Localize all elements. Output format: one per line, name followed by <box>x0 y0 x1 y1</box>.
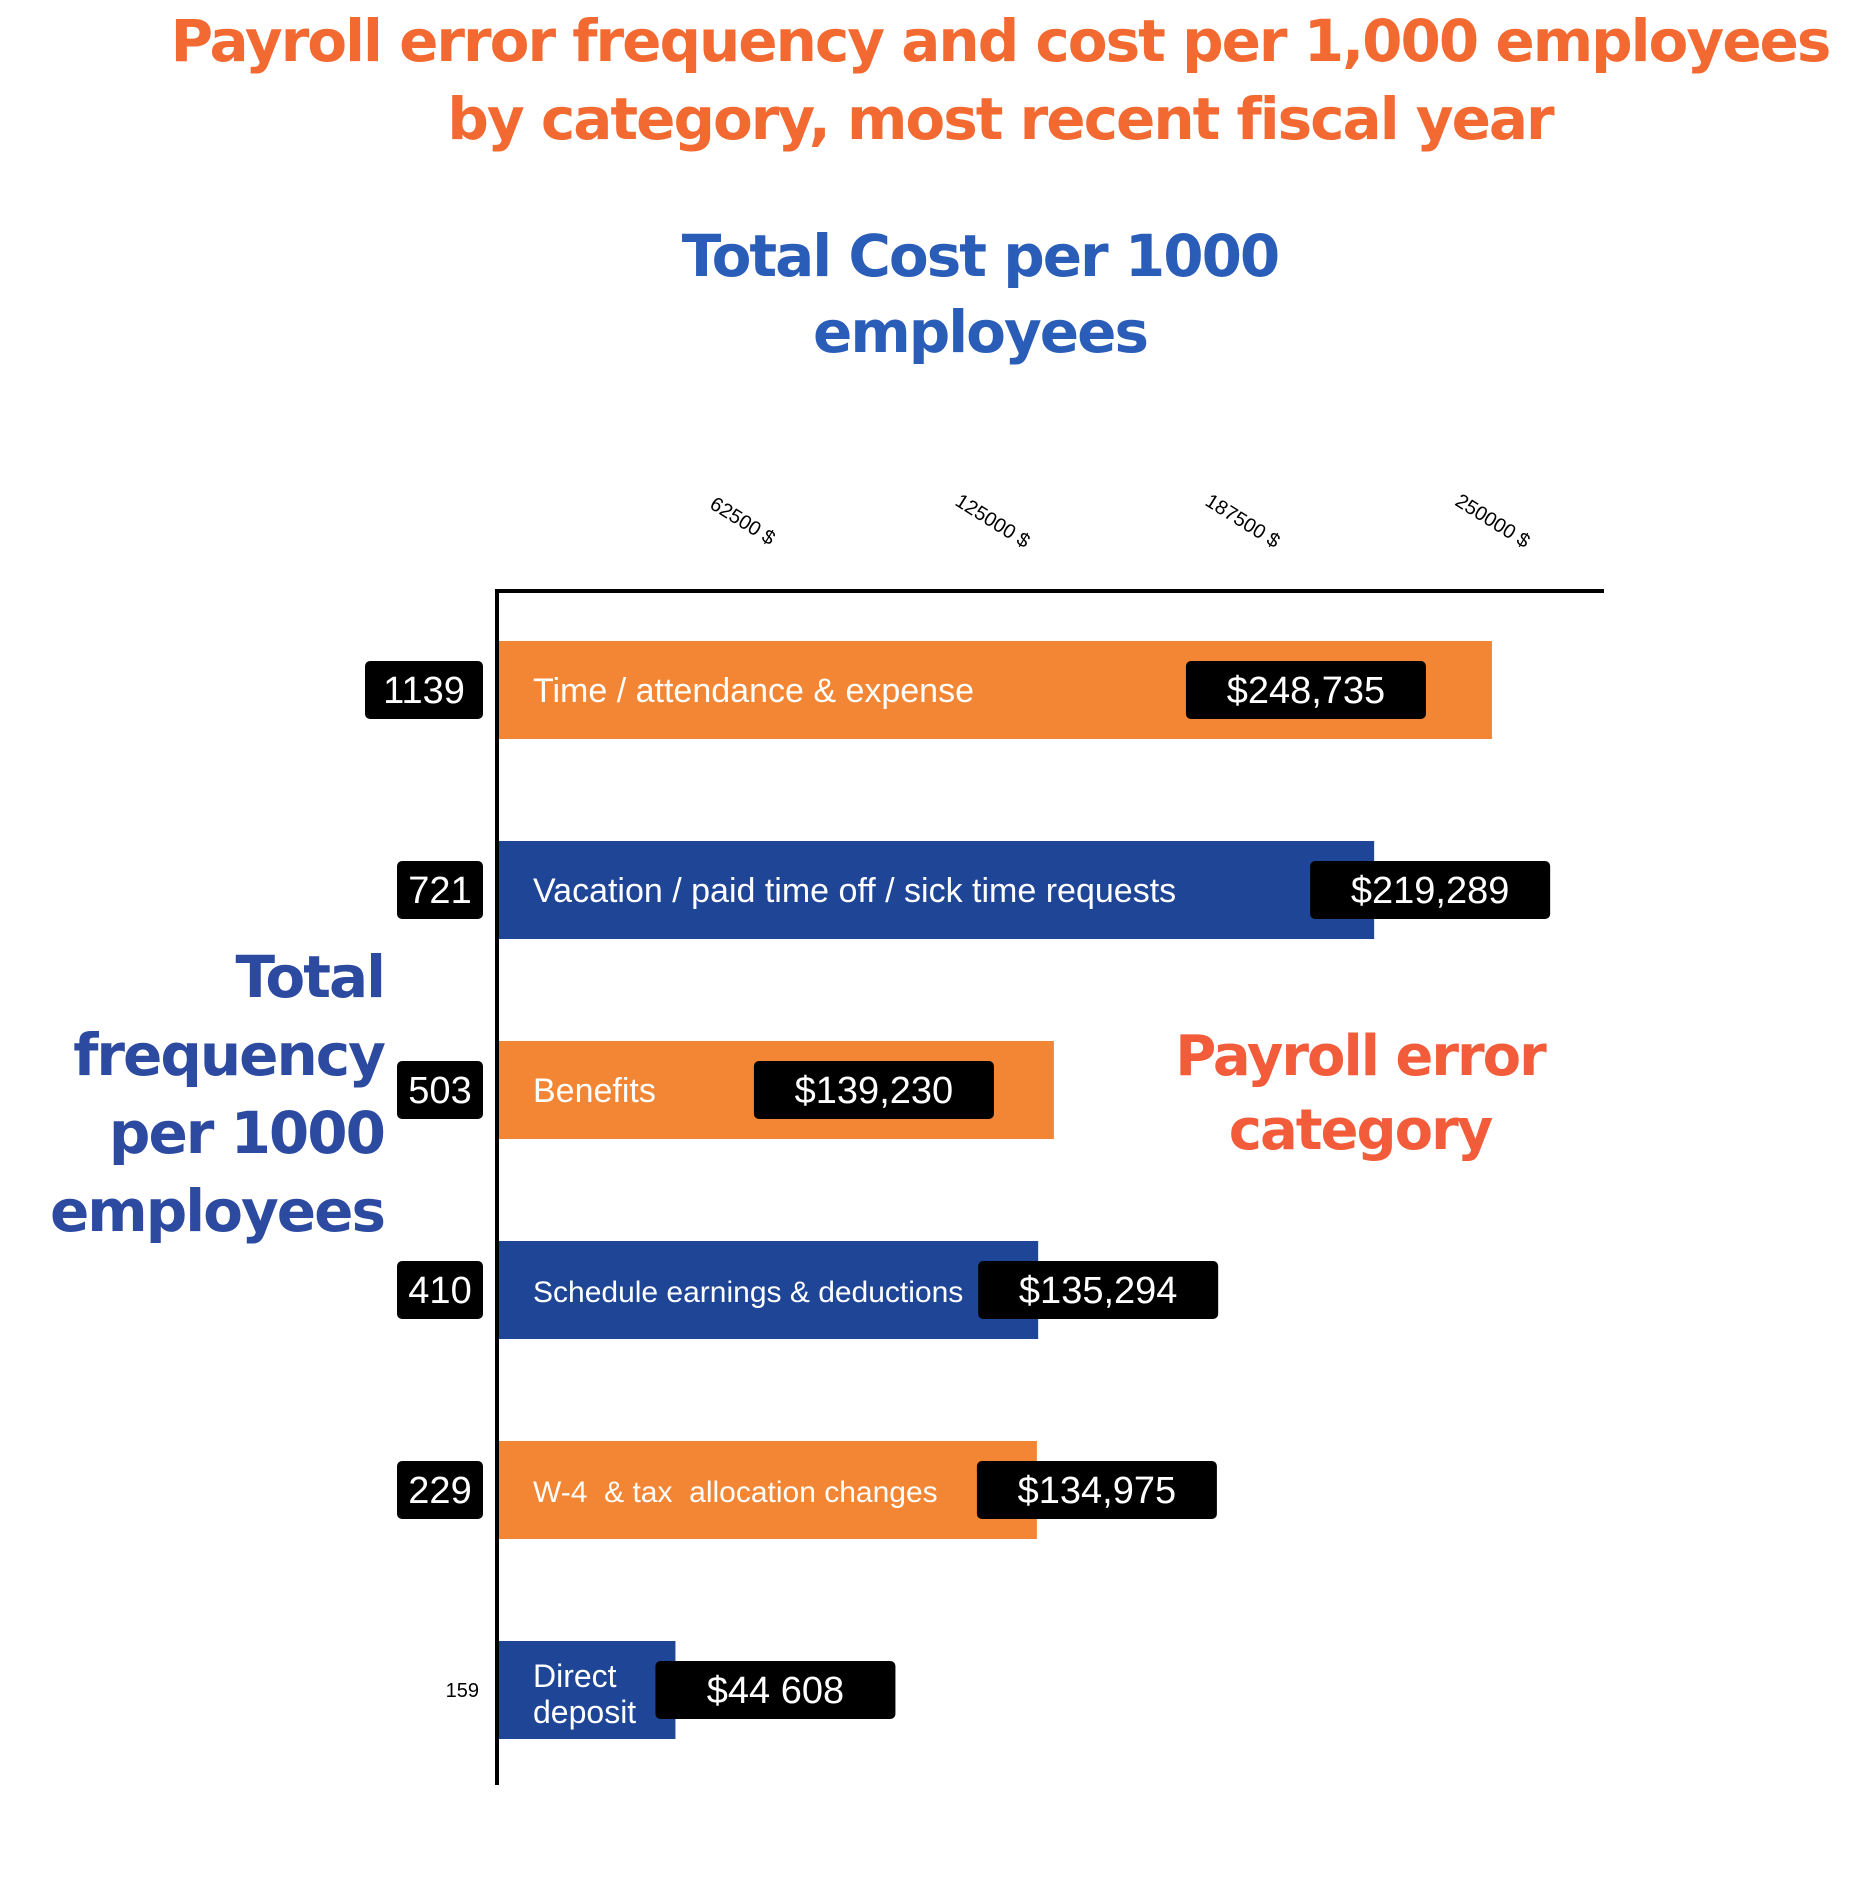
bar <box>499 841 1375 939</box>
category-label: Benefits <box>533 1072 656 1110</box>
frequency-label-box <box>397 1061 483 1119</box>
y-axis-title: Total frequency per 1000 employees <box>49 943 386 1245</box>
frequency-label: 229 <box>408 1470 471 1512</box>
frequency-label: 503 <box>408 1070 471 1112</box>
frequency-label: 159 <box>446 1680 479 1702</box>
x-tick-label: 62500 $ <box>706 493 779 550</box>
cost-label-box <box>655 1661 896 1719</box>
cost-label-box <box>978 1261 1219 1319</box>
frequency-label: 721 <box>408 870 471 912</box>
cost-label: $248,735 <box>1227 670 1386 712</box>
cost-label-box <box>1310 861 1551 919</box>
bar-row: Vacation / paid time off / sick time req… <box>397 841 1551 939</box>
x-axis-ticks: 62500 $ 125000 $ 187500 $ 250000 $ <box>706 490 1534 553</box>
category-label: W-4 & tax allocation changes <box>533 1476 938 1509</box>
bar-row: Schedule earnings & deductions $135,294 41… <box>397 1241 1219 1339</box>
frequency-label-box <box>397 861 483 919</box>
category-label: Direct deposit <box>533 1658 636 1730</box>
cost-label: $135,294 <box>1019 1270 1178 1312</box>
cost-label: $139,230 <box>795 1070 954 1112</box>
bar-row: Time / attendance & expense $248,735 1139 <box>365 641 1492 739</box>
x-tick-label: 125000 $ <box>951 490 1033 553</box>
cost-label: $219,289 <box>1351 870 1510 912</box>
x-tick-label: 250000 $ <box>1451 490 1533 553</box>
cost-label: $44 608 <box>707 1670 844 1712</box>
chart-title: Payroll error frequency and cost per 1,0… <box>170 7 1832 153</box>
frequency-label: 410 <box>408 1270 471 1312</box>
bar <box>499 1441 1037 1539</box>
bar-row: Benefits $139,230 503 <box>397 1041 1054 1139</box>
axes <box>495 589 1604 1785</box>
category-label: Schedule earnings & deductions <box>533 1276 963 1309</box>
bar <box>499 1641 676 1739</box>
category-axis-title: Payroll error category <box>1175 1024 1546 1163</box>
x-axis-title: Total Cost per 1000 employees <box>681 222 1281 366</box>
bar-row: Direct deposit $44 608 159 <box>446 1641 896 1739</box>
frequency-label-box <box>397 1261 483 1319</box>
cost-label: $134,975 <box>1018 1470 1177 1512</box>
category-label: Time / attendance & expense <box>533 672 974 710</box>
bar <box>499 1241 1039 1339</box>
frequency-label-box <box>365 661 483 719</box>
bar-row: W-4 & tax allocation changes $134,975 229 <box>397 1441 1217 1539</box>
cost-label-box <box>753 1061 994 1119</box>
x-tick-label: 187500 $ <box>1201 490 1283 553</box>
bars: Time / attendance & expense $248,735 1139 V… <box>365 641 1551 1739</box>
frequency-label: 1139 <box>383 670 465 712</box>
category-label: Vacation / paid time off / sick time req… <box>533 872 1176 910</box>
cost-label-box <box>1185 661 1426 719</box>
frequency-label-box <box>397 1461 483 1519</box>
cost-label-box <box>976 1461 1217 1519</box>
